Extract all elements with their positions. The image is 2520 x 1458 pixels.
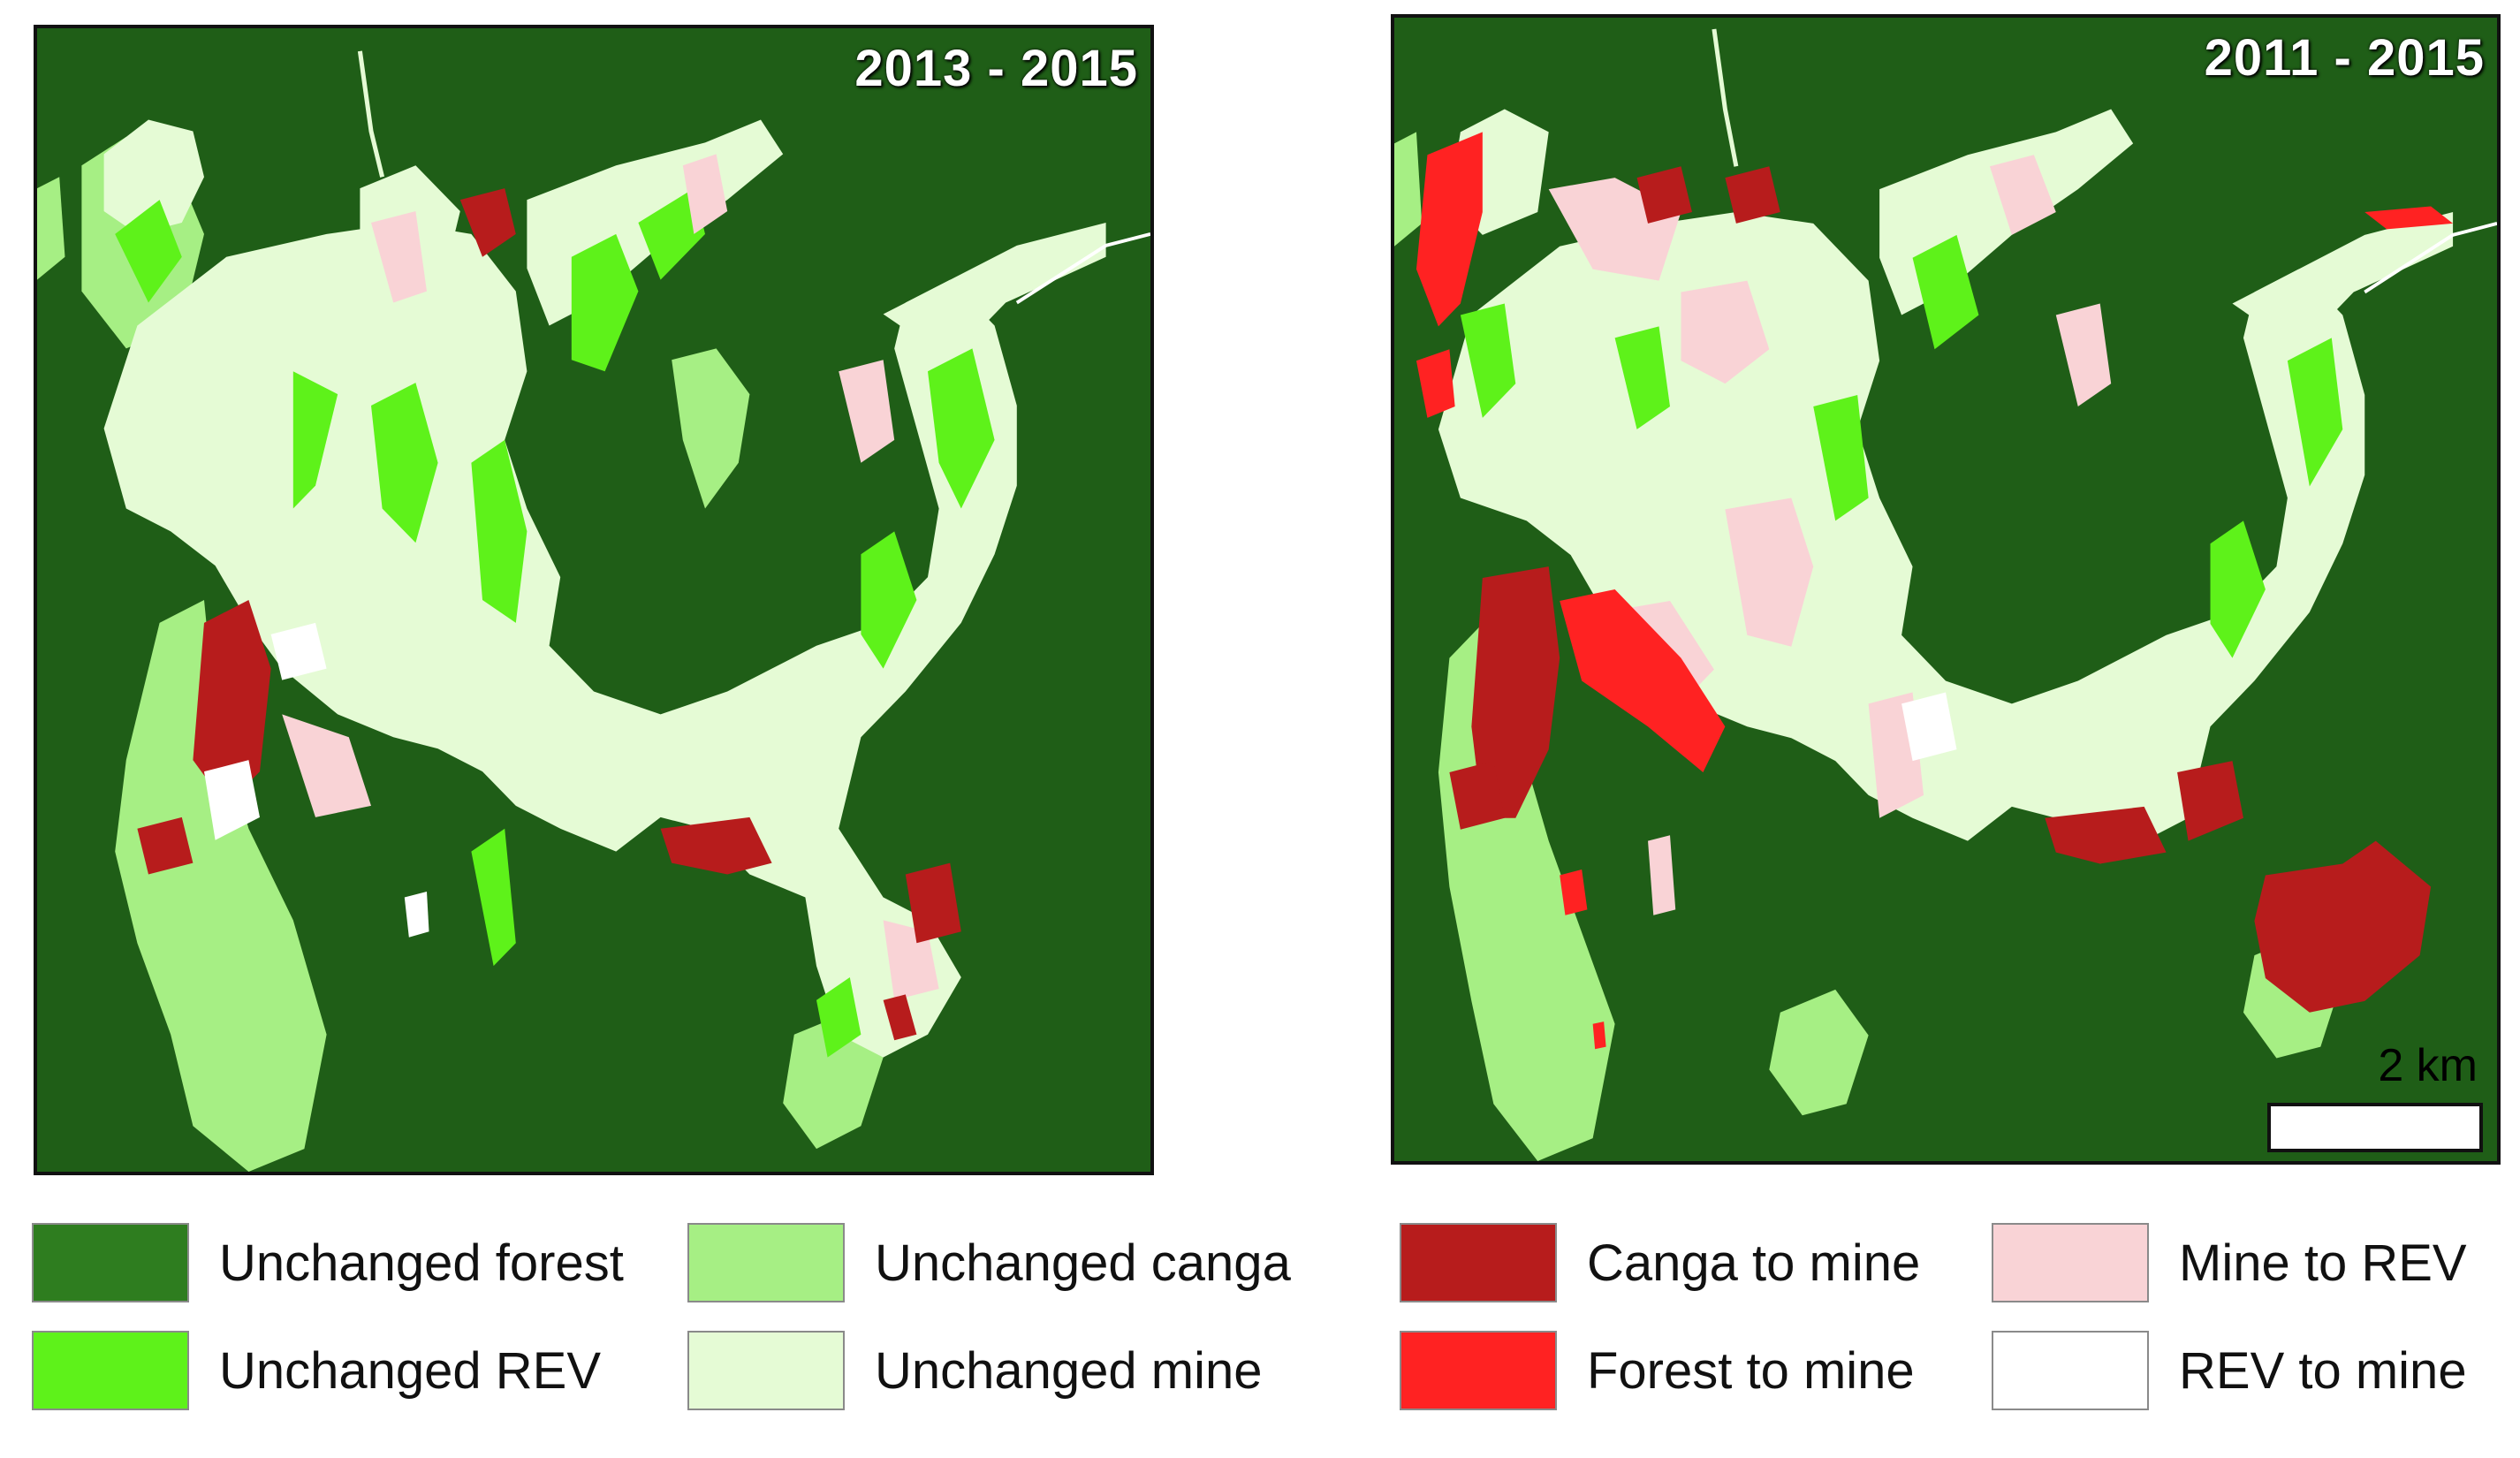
period-label: 2011 - 2015 [2204, 29, 2485, 87]
canga-to-mine-patch [1725, 166, 1780, 224]
canga-patch [1769, 989, 1869, 1116]
legend-label: REV to mine [2179, 1342, 2467, 1400]
mine-area [103, 222, 1017, 1058]
rev-band [571, 233, 639, 372]
forest-to-mine-patch [1416, 349, 1455, 418]
canga-patch [672, 348, 750, 509]
mine-to-rev-patch [839, 360, 895, 463]
period-label: 2013 - 2015 [854, 40, 1138, 97]
forest-to-mine-patch [1560, 589, 1726, 773]
canga-to-mine-patch [660, 816, 772, 875]
forest-to-mine-patch [1560, 869, 1588, 915]
scale-bar [2267, 1103, 2483, 1152]
access-road [357, 50, 385, 178]
rev-band [1614, 326, 1670, 429]
canga-to-mine-patch [2045, 806, 2167, 864]
legend-swatch [687, 1331, 845, 1410]
legend-swatch [32, 1331, 189, 1410]
map-panel-2011-2015: 2011 - 2015 2 km [1391, 14, 2501, 1165]
rev-band [861, 531, 917, 669]
legend-label: Forest to mine [1587, 1342, 1915, 1400]
canga-to-mine-patch [1449, 761, 1505, 830]
access-road [1712, 28, 1739, 167]
land-cover-change-map [1394, 18, 2497, 1161]
canga-patch [37, 177, 65, 280]
rev-band [2210, 520, 2266, 658]
rev-to-mine-patch [404, 891, 429, 938]
canga-to-mine-patch [883, 994, 917, 1041]
rev-to-mine-patch [204, 760, 260, 840]
rev-band [1460, 303, 1516, 418]
canga-patch [1394, 132, 1423, 247]
rev-band [292, 371, 338, 509]
rev-band [471, 828, 516, 967]
mine-area [2232, 211, 2454, 350]
scale-bar-label: 2 km [2378, 1040, 2478, 1091]
canga-to-mine-patch [1471, 566, 1560, 818]
mine-to-rev-patch [282, 714, 371, 817]
mine-to-rev-patch [682, 154, 728, 234]
rev-band [1912, 234, 1979, 350]
mine-area [103, 119, 204, 234]
mine-to-rev-patch [371, 211, 427, 303]
rev-band [1813, 395, 1869, 521]
mine-to-rev-patch [1725, 497, 1814, 647]
rev-band [928, 348, 995, 509]
rev-band [371, 383, 438, 543]
map-panel-2013-2015: 2013 - 2015 [34, 25, 1154, 1175]
legend-swatch [1992, 1331, 2149, 1410]
mine-to-rev-patch [1989, 155, 2056, 235]
canga-to-mine-patch [1636, 166, 1692, 224]
legend-swatch [687, 1223, 845, 1302]
rev-band [471, 439, 528, 623]
canga-to-mine-patch [905, 862, 961, 944]
rev-band [638, 188, 705, 280]
legend-swatch [1400, 1223, 1557, 1302]
rev-band [115, 200, 182, 303]
canga-patch [115, 600, 327, 1172]
legend-swatch [32, 1223, 189, 1302]
canga-to-mine-patch [193, 600, 271, 806]
legend-label: Unchanged REV [219, 1342, 602, 1400]
mine-area [1438, 211, 2365, 864]
forest-to-mine-patch [1416, 132, 1483, 327]
rev-band [816, 977, 862, 1058]
mine-to-rev-patch [2055, 303, 2112, 406]
mine-to-rev-patch [1681, 280, 1770, 384]
legend-label: Unchanged forest [219, 1234, 624, 1292]
legend-label: Unchanged mine [875, 1342, 1263, 1400]
canga-patch [783, 1011, 884, 1150]
canga-to-mine-patch [2254, 840, 2432, 1013]
rev-to-mine-patch [1901, 692, 1957, 762]
forest-to-mine-patch [2364, 206, 2454, 230]
access-road [1015, 232, 1150, 305]
legend-label: Unchanged canga [875, 1234, 1291, 1292]
canga-to-mine-patch [2177, 761, 2243, 841]
legend-label: Mine to REV [2179, 1234, 2467, 1292]
mine-area [883, 222, 1106, 361]
legend-swatch [1400, 1331, 1557, 1410]
forest-to-mine-patch [1592, 1021, 1606, 1050]
mine-to-rev-patch [1648, 835, 1676, 915]
rev-band [2287, 338, 2343, 487]
canga-to-mine-patch [459, 188, 516, 257]
access-road [2364, 222, 2497, 294]
legend-swatch [1992, 1223, 2149, 1302]
legend-label: Canga to mine [1587, 1234, 1921, 1292]
land-cover-change-map [37, 28, 1150, 1172]
rev-to-mine-patch [270, 622, 327, 680]
canga-to-mine-patch [137, 816, 194, 875]
